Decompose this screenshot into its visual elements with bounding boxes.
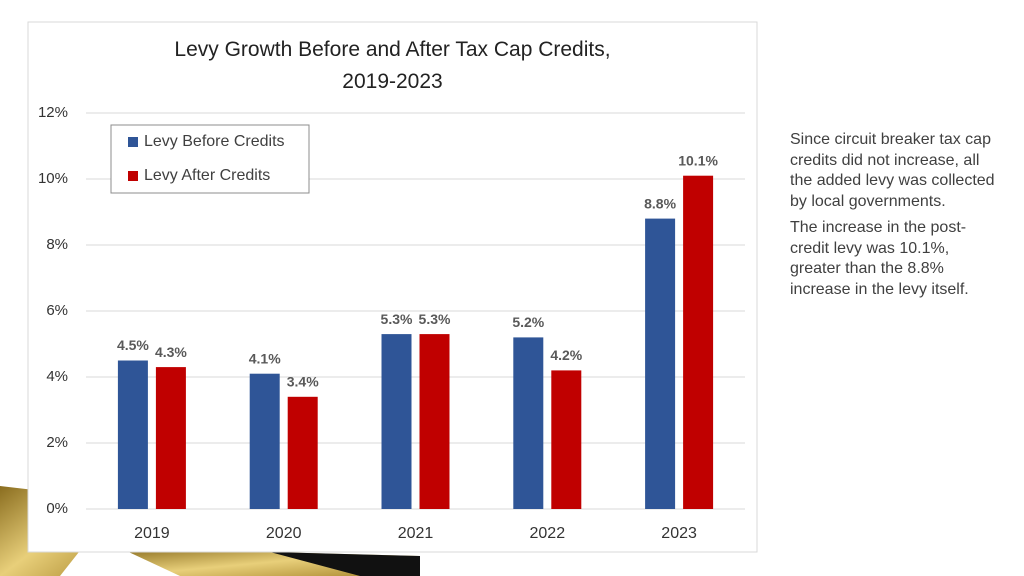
bar: [513, 337, 544, 509]
legend-label: Levy After Credits: [144, 167, 270, 184]
value-label: 4.2%: [550, 347, 582, 363]
y-tick-label: 10%: [38, 170, 68, 187]
chart-title: Levy Growth Before and After Tax Cap Cre…: [174, 38, 611, 93]
bar: [381, 334, 412, 509]
y-tick-label: 8%: [46, 236, 68, 253]
bar: [287, 396, 318, 509]
value-label: 3.4%: [287, 374, 319, 390]
bar: [645, 218, 676, 509]
value-label: 10.1%: [678, 152, 718, 168]
bar: [551, 370, 582, 509]
value-label: 5.2%: [512, 314, 544, 330]
value-label: 5.3%: [381, 311, 413, 327]
value-label: 8.8%: [644, 195, 676, 211]
paragraph: Since circuit breaker tax cap credits di…: [790, 131, 995, 210]
decoration: [270, 552, 420, 576]
paragraph: The increase in the post-credit levy was…: [790, 219, 969, 298]
x-tick-label: 2020: [266, 525, 302, 542]
x-tick-label: 2023: [661, 525, 697, 542]
legend-box: [110, 124, 310, 194]
value-label: 4.1%: [249, 350, 281, 366]
y-tick-label: 4%: [46, 368, 68, 385]
value-label: 4.3%: [155, 344, 187, 360]
legend-swatch: [128, 171, 138, 181]
x-tick-label: 2019: [134, 525, 170, 542]
y-tick-label: 2%: [46, 434, 68, 451]
x-tick-label: 2021: [398, 525, 434, 542]
value-label: 4.5%: [117, 337, 149, 353]
bar: [419, 334, 450, 509]
y-tick-label: 12%: [38, 104, 68, 121]
x-tick-label: 2022: [530, 525, 566, 542]
bar: [117, 360, 148, 509]
y-tick-label: 0%: [46, 500, 68, 517]
bar: [155, 367, 186, 509]
legend-label: Levy Before Credits: [144, 133, 285, 150]
side-text: Since circuit breaker tax cap credits di…: [790, 130, 995, 306]
bar: [683, 175, 714, 509]
chart-title-box: Levy Growth Before and After Tax Cap Cre…: [28, 34, 757, 98]
legend-swatch: [128, 137, 138, 147]
bar: [249, 373, 280, 509]
value-label: 5.3%: [419, 311, 451, 327]
y-tick-label: 6%: [46, 302, 68, 319]
